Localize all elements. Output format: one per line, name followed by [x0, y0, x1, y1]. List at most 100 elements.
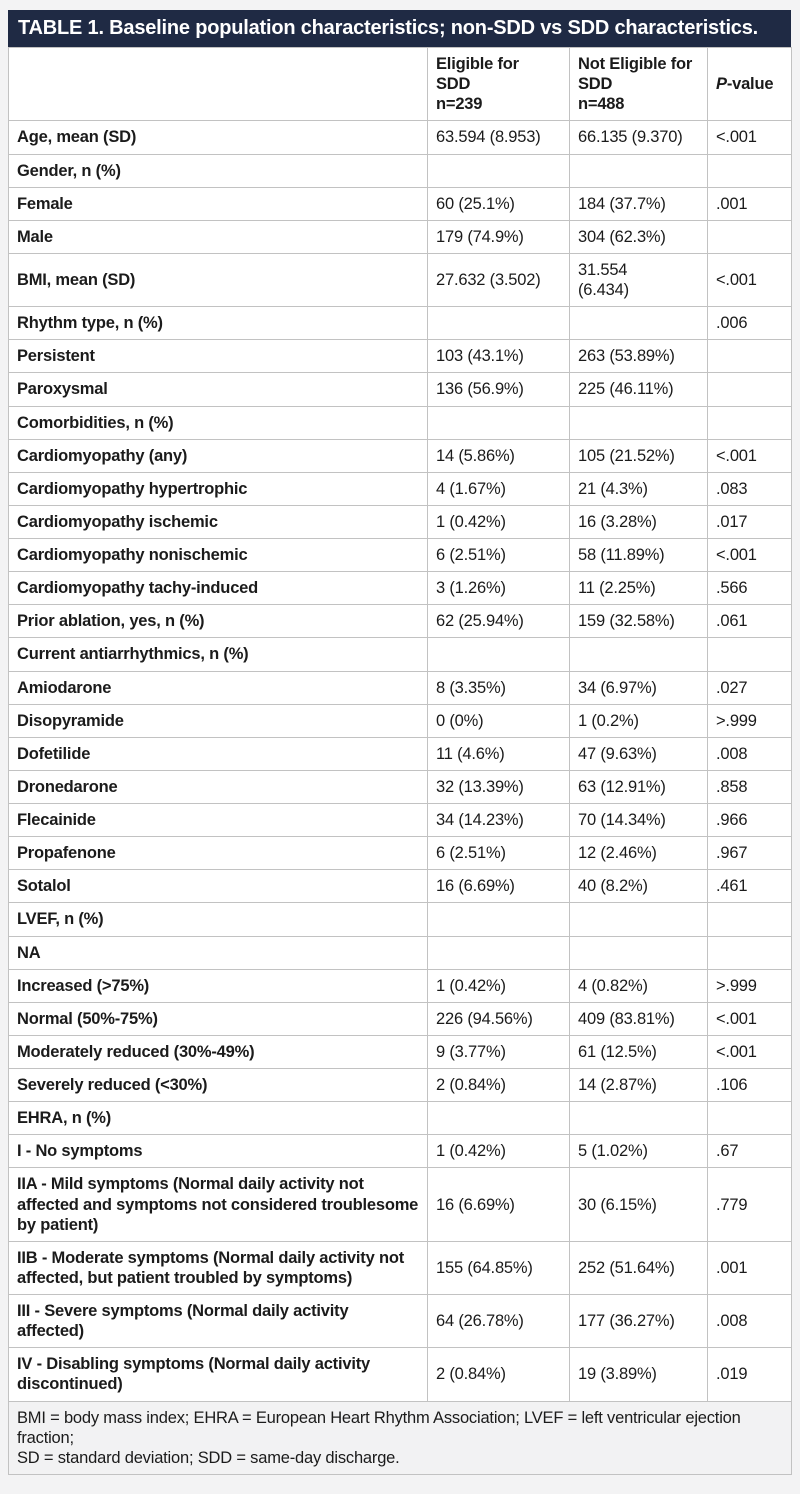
row-label: Increased (>75%) — [8, 968, 428, 1003]
not-eligible-value — [569, 637, 708, 672]
row-label: Age, mean (SD) — [8, 120, 428, 155]
not-eligible-value: 304 (62.3%) — [569, 219, 708, 254]
p-value: .966 — [707, 802, 792, 838]
eligible-value: 32 (13.39%) — [427, 769, 570, 805]
eligible-value: 2 (0.84%) — [427, 1347, 570, 1402]
not-eligible-value: 252 (51.64%) — [569, 1240, 708, 1296]
p-value: .566 — [707, 571, 792, 606]
row-label: NA — [8, 935, 428, 970]
eligible-value: 155 (64.85%) — [427, 1240, 570, 1296]
eligible-value — [427, 306, 570, 341]
row-label: EHRA, n (%) — [8, 1101, 428, 1136]
row-label: Sotalol — [8, 869, 428, 904]
not-eligible-value: 409 (83.81%) — [569, 1001, 708, 1036]
table-row: Gender, n (%) — [8, 153, 792, 188]
eligible-value: 226 (94.56%) — [427, 1001, 570, 1036]
table-row: Male 179 (74.9%) 304 (62.3%) — [8, 219, 792, 254]
table-row: III - Severe symptoms (Normal daily acti… — [8, 1293, 792, 1349]
eligible-value: 179 (74.9%) — [427, 219, 570, 254]
not-eligible-value: 4 (0.82%) — [569, 968, 708, 1003]
not-eligible-value — [569, 306, 708, 341]
eligible-value: 6 (2.51%) — [427, 537, 570, 573]
table-row: Cardiomyopathy nonischemic 6 (2.51%) 58 … — [8, 537, 792, 573]
p-value: .461 — [707, 869, 792, 904]
eligible-value: 34 (14.23%) — [427, 802, 570, 838]
row-label: Female — [8, 186, 428, 221]
p-value — [707, 1101, 792, 1136]
table-row: Propafenone 6 (2.51%) 12 (2.46%) .967 — [8, 836, 792, 871]
p-value: .061 — [707, 604, 792, 639]
row-label: Cardiomyopathy hypertrophic — [8, 471, 428, 506]
p-value — [707, 405, 792, 440]
table-row: Paroxysmal 136 (56.9%) 225 (46.11%) — [8, 372, 792, 407]
row-label: Prior ablation, yes, n (%) — [8, 604, 428, 639]
not-eligible-value: 40 (8.2%) — [569, 869, 708, 904]
not-eligible-value: 263 (53.89%) — [569, 339, 708, 374]
p-value: .017 — [707, 504, 792, 540]
not-eligible-value: 61 (12.5%) — [569, 1034, 708, 1070]
p-value: >.999 — [707, 703, 792, 738]
not-eligible-value — [569, 153, 708, 188]
not-eligible-value: 63 (12.91%) — [569, 769, 708, 805]
row-label: Cardiomyopathy nonischemic — [8, 537, 428, 573]
eligible-value: 103 (43.1%) — [427, 339, 570, 374]
not-eligible-value: 21 (4.3%) — [569, 471, 708, 506]
p-value: <.001 — [707, 1034, 792, 1070]
eligible-value: 3 (1.26%) — [427, 571, 570, 606]
row-label: Moderately reduced (30%-49%) — [8, 1034, 428, 1070]
not-eligible-value: 14 (2.87%) — [569, 1067, 708, 1103]
table-body: Age, mean (SD) 63.594 (8.953) 66.135 (9.… — [8, 120, 792, 1402]
eligible-value — [427, 405, 570, 440]
not-eligible-value: 66.135 (9.370) — [569, 120, 708, 155]
p-value: .106 — [707, 1067, 792, 1103]
eligible-value: 1 (0.42%) — [427, 1134, 570, 1169]
table-row: Persistent 103 (43.1%) 263 (53.89%) — [8, 339, 792, 374]
eligible-value — [427, 637, 570, 672]
header-row: Eligible for SDD n=239 Not Eligible for … — [8, 46, 792, 122]
not-eligible-value: 34 (6.97%) — [569, 670, 708, 705]
row-label: Cardiomyopathy tachy-induced — [8, 571, 428, 606]
eligible-value: 62 (25.94%) — [427, 604, 570, 639]
p-value: .027 — [707, 670, 792, 705]
p-value: .006 — [707, 306, 792, 341]
not-eligible-value — [569, 935, 708, 970]
eligible-value: 4 (1.67%) — [427, 471, 570, 506]
table-row: Increased (>75%) 1 (0.42%) 4 (0.82%) >.9… — [8, 968, 792, 1003]
eligible-value: 9 (3.77%) — [427, 1034, 570, 1070]
eligible-value: 8 (3.35%) — [427, 670, 570, 705]
p-value: <.001 — [707, 1001, 792, 1036]
p-value: .008 — [707, 1293, 792, 1349]
table-row: Cardiomyopathy (any) 14 (5.86%) 105 (21.… — [8, 438, 792, 473]
p-value: .019 — [707, 1347, 792, 1402]
row-label: Gender, n (%) — [8, 153, 428, 188]
table-row: IIB - Moderate symptoms (Normal daily ac… — [8, 1240, 792, 1296]
p-value: .67 — [707, 1134, 792, 1169]
row-label: Cardiomyopathy (any) — [8, 438, 428, 473]
not-eligible-value: 16 (3.28%) — [569, 504, 708, 540]
footnote-row: BMI = body mass index; EHRA = European H… — [8, 1400, 792, 1475]
p-value — [707, 153, 792, 188]
not-eligible-value: 11 (2.25%) — [569, 571, 708, 606]
p-value: .008 — [707, 736, 792, 771]
table-row: Moderately reduced (30%-49%) 9 (3.77%) 6… — [8, 1034, 792, 1070]
row-label: Cardiomyopathy ischemic — [8, 504, 428, 540]
eligible-value: 16 (6.69%) — [427, 1167, 570, 1242]
eligible-value: 0 (0%) — [427, 703, 570, 738]
not-eligible-value — [569, 405, 708, 440]
table-row: Cardiomyopathy ischemic 1 (0.42%) 16 (3.… — [8, 504, 792, 540]
row-label: Propafenone — [8, 836, 428, 871]
row-label: Amiodarone — [8, 670, 428, 705]
table-row: Female 60 (25.1%) 184 (37.7%) .001 — [8, 186, 792, 221]
table-row: Dofetilide 11 (4.6%) 47 (9.63%) .008 — [8, 736, 792, 771]
p-value — [707, 637, 792, 672]
p-value — [707, 339, 792, 374]
table-row: Cardiomyopathy hypertrophic 4 (1.67%) 21… — [8, 471, 792, 506]
table-row: Amiodarone 8 (3.35%) 34 (6.97%) .027 — [8, 670, 792, 705]
data-table: Eligible for SDD n=239 Not Eligible for … — [8, 46, 792, 1475]
eligible-value: 11 (4.6%) — [427, 736, 570, 771]
p-value — [707, 219, 792, 254]
table-row: LVEF, n (%) — [8, 902, 792, 937]
p-value: <.001 — [707, 252, 792, 308]
row-label: Current antiarrhythmics, n (%) — [8, 637, 428, 672]
eligible-value — [427, 935, 570, 970]
